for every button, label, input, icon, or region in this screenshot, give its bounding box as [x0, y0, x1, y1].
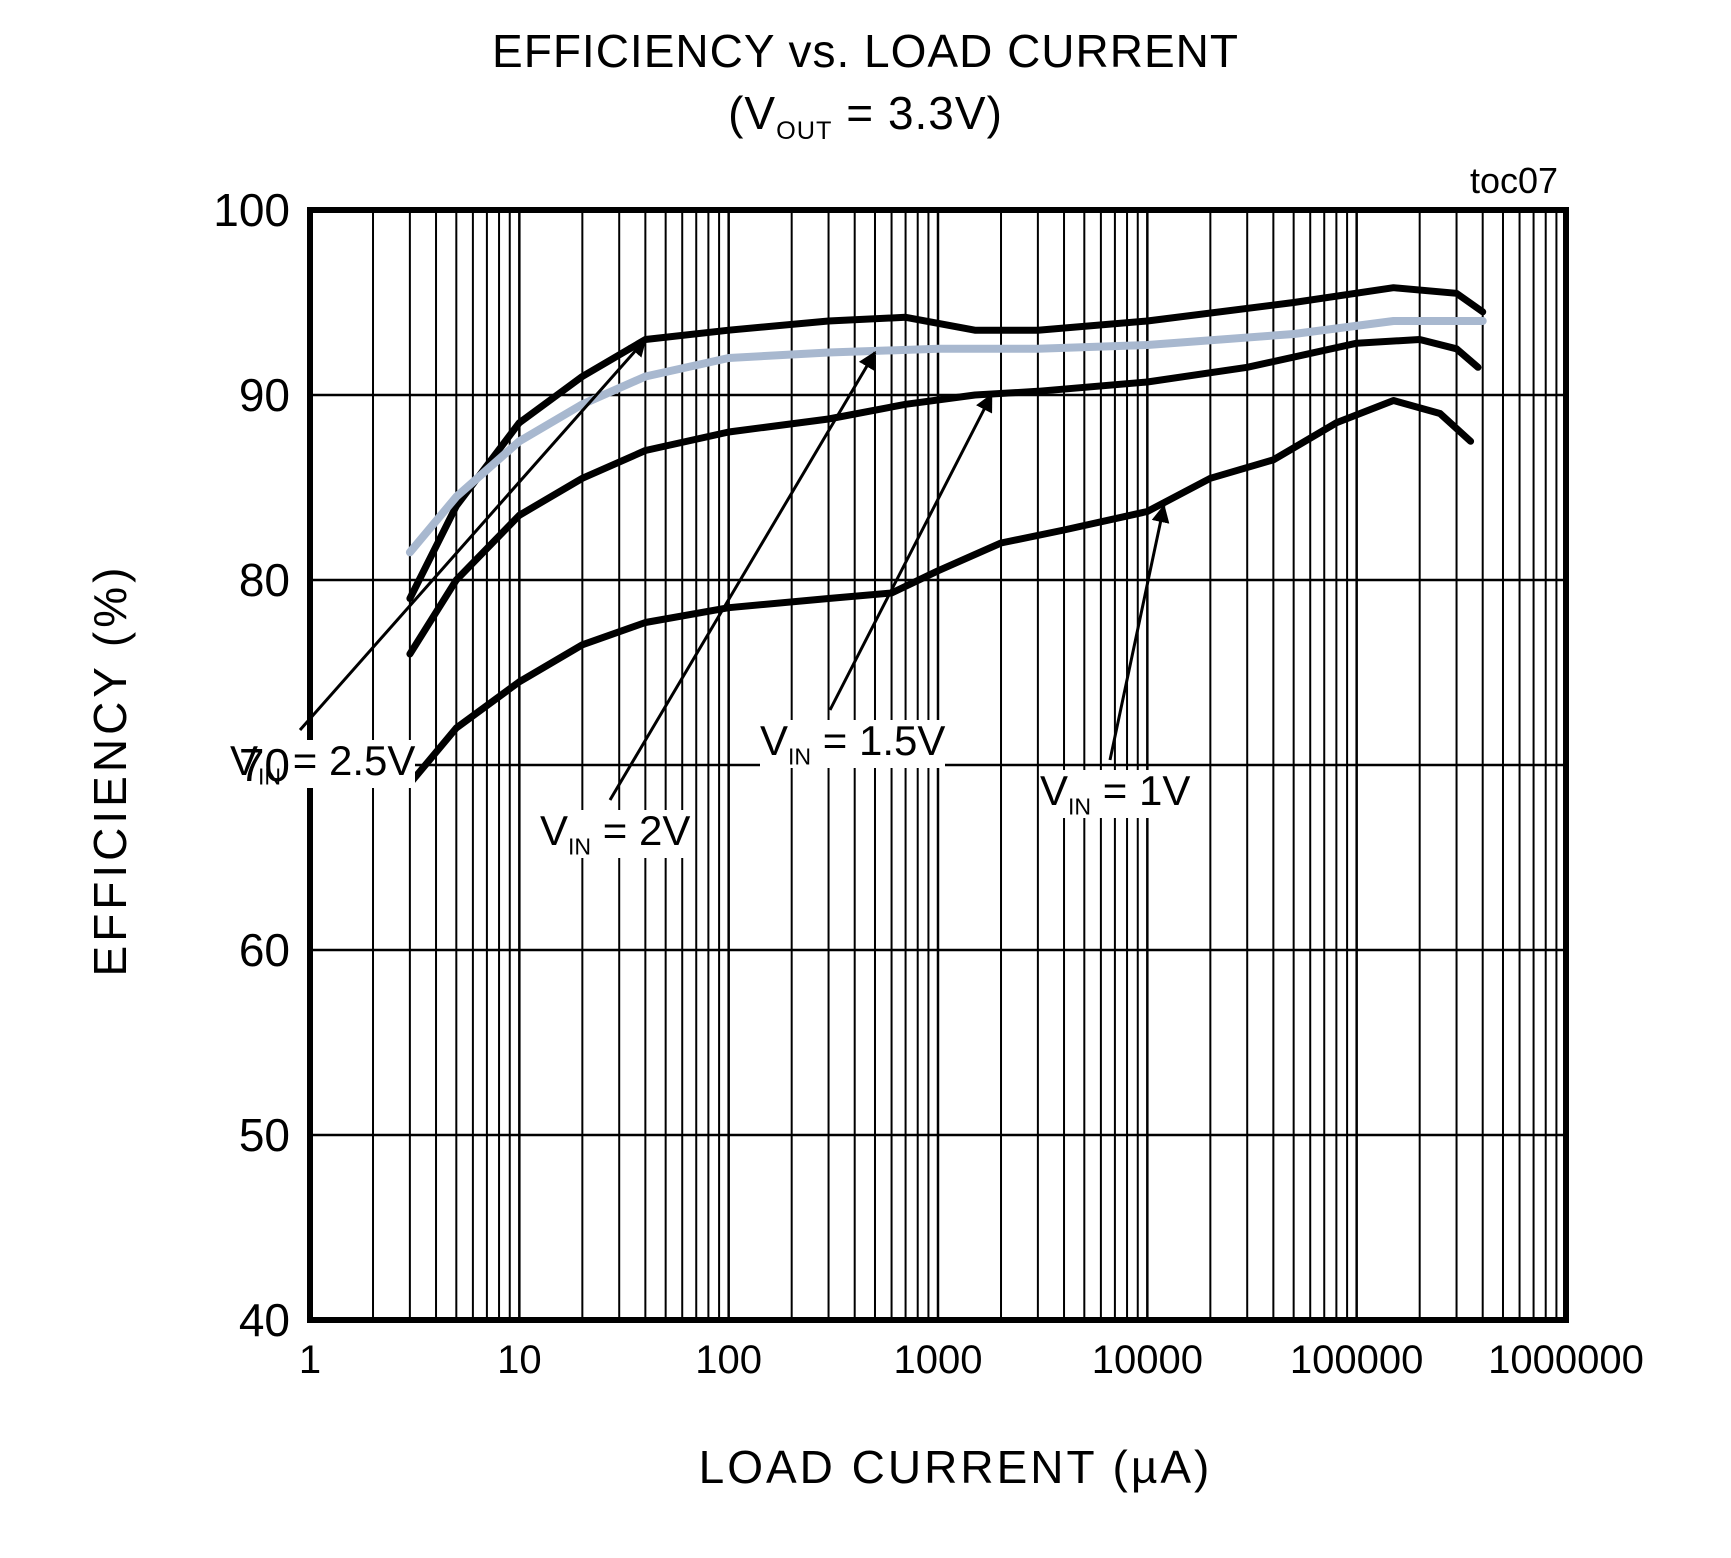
x-tick: 1000 — [894, 1338, 983, 1383]
x-tick: 1 — [299, 1338, 321, 1383]
x-tick: 100000 — [1290, 1338, 1423, 1383]
x-tick: 10 — [497, 1338, 542, 1383]
y-tick: 100 — [180, 183, 290, 237]
series-label-vin-1.5v: VIN = 1.5V — [760, 720, 945, 768]
y-tick: 60 — [180, 923, 290, 977]
series-label-vin-2v: VIN = 2V — [540, 810, 690, 858]
y-tick: 70 — [180, 738, 290, 792]
y-tick: 50 — [180, 1108, 290, 1162]
x-tick: 10000 — [1092, 1338, 1203, 1383]
y-tick: 90 — [180, 368, 290, 422]
corner-tag: toc07 — [1470, 160, 1558, 202]
subtitle-suffix: = 3.3V) — [833, 87, 1003, 139]
chart-subtitle: (VOUT = 3.3V) — [0, 86, 1731, 146]
y-tick: 80 — [180, 553, 290, 607]
subtitle-prefix: (V — [728, 87, 776, 139]
y-tick: 40 — [180, 1293, 290, 1347]
series-vin-2v — [410, 321, 1483, 552]
chart-title: EFFICIENCY vs. LOAD CURRENT — [0, 24, 1731, 78]
x-tick: 100 — [695, 1338, 762, 1383]
y-axis-label: EFFICIENCY (%) — [83, 564, 137, 977]
subtitle-sub: OUT — [776, 117, 832, 145]
x-axis-label: LOAD CURRENT (µA) — [180, 1440, 1731, 1494]
x-tick: 1000000 — [1488, 1338, 1644, 1383]
series-label-vin-1v: VIN = 1V — [1040, 770, 1190, 818]
